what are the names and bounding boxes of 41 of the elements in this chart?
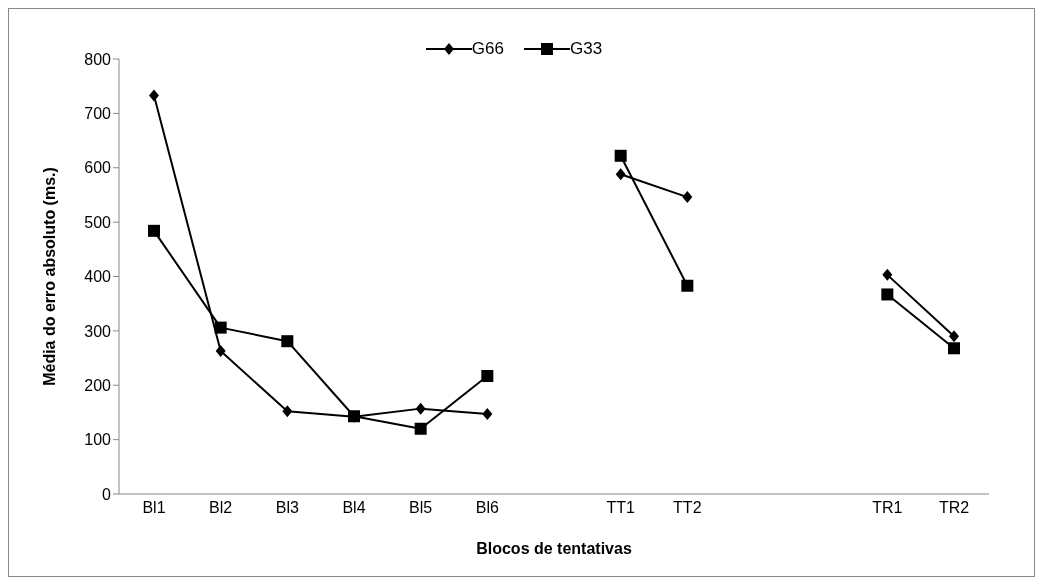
- point: [415, 402, 426, 415]
- point: [281, 335, 294, 348]
- x-tick-label: Bl5: [409, 499, 433, 517]
- x-tick-label: TR2: [938, 499, 970, 517]
- y-tick-label: 100: [84, 431, 112, 449]
- x-tick-label: Bl3: [275, 499, 299, 517]
- point: [881, 288, 894, 301]
- x-axis-title: Blocos de tentativas: [476, 540, 632, 557]
- x-tick-label: Bl1: [142, 499, 166, 517]
- point: [149, 89, 159, 102]
- x-tick-label: TT1: [606, 499, 635, 517]
- y-tick-label: 400: [84, 268, 112, 286]
- point: [682, 191, 693, 204]
- y-tick-label: 200: [84, 376, 112, 394]
- point: [948, 342, 960, 355]
- y-tick-label: 600: [84, 159, 112, 177]
- point: [214, 321, 227, 334]
- point: [614, 149, 627, 162]
- y-tick-label: 0: [102, 485, 112, 503]
- point: [481, 370, 494, 383]
- x-tick-label: Bl6: [475, 499, 499, 517]
- x-tick-label: TT2: [673, 499, 702, 517]
- point: [215, 344, 226, 357]
- point: [882, 268, 893, 281]
- y-tick-label: 800: [84, 50, 112, 68]
- x-tick-label: TR1: [872, 499, 903, 517]
- point: [615, 168, 626, 181]
- y-tick-label: 700: [84, 105, 112, 123]
- legend-label: G66: [471, 39, 504, 59]
- x-tick-label: Bl2: [209, 499, 233, 517]
- point: [949, 330, 959, 343]
- point: [681, 279, 694, 292]
- y-axis-title: Média do erro absoluto (ms.): [40, 167, 58, 386]
- y-tick-label: 500: [84, 213, 112, 231]
- legend-label: G33: [570, 39, 603, 59]
- point: [482, 408, 493, 421]
- point: [148, 224, 160, 237]
- x-tick-label: Bl4: [342, 499, 366, 517]
- point: [282, 405, 293, 418]
- point: [414, 422, 427, 435]
- y-tick-label: 300: [84, 322, 112, 340]
